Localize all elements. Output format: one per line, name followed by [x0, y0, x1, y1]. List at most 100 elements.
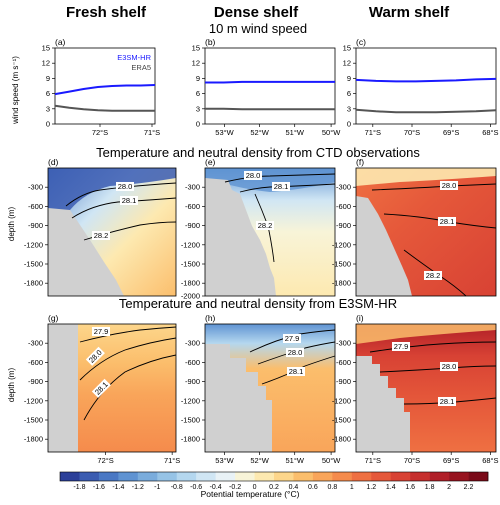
density-contour — [261, 355, 336, 385]
y-tick-label: -600 — [336, 358, 351, 367]
cool-surface-layer — [356, 324, 496, 344]
x-tick-label: 51°W — [285, 456, 304, 465]
colorbar-tick-label: -1.4 — [112, 484, 124, 491]
colorbar-frame — [59, 471, 489, 482]
y-tick-label: -600 — [185, 202, 200, 211]
y-tick-label: -600 — [336, 202, 351, 211]
density-contour — [71, 197, 177, 219]
y-tick-label: -300 — [336, 183, 351, 192]
seafloor — [48, 324, 78, 452]
panel-g: (g) 27.9 28.0 28.1 -300-600-900-1200-150… — [24, 313, 181, 465]
plot-frame — [47, 167, 177, 297]
panel-label: (g) — [48, 313, 59, 323]
colorbar-tick-label: -1.8 — [73, 484, 85, 491]
x-tick-label: 72°S — [92, 128, 108, 137]
y-axis: -300 -600 -900 -1200 -1500 -1800 — [24, 183, 48, 288]
contour-label: 28.0 — [246, 171, 261, 180]
row-title: 10 m wind speed — [209, 21, 307, 36]
seafloor — [356, 196, 412, 296]
y-axis: -300 -600 -900 -1200 -1500 -1800 — [332, 339, 356, 444]
depth-ylabel: depth (m) — [7, 368, 16, 403]
x-axis: 72°S 71°S — [97, 452, 180, 465]
y-tick-label: 0 — [347, 120, 351, 129]
y-tick-label: -900 — [28, 377, 43, 386]
y-tick-label: 6 — [46, 89, 50, 98]
x-tick-label: 71°S — [164, 456, 180, 465]
y-tick-label: -300 — [185, 339, 200, 348]
seafloor — [48, 208, 124, 296]
colorbar-swatch — [429, 472, 450, 481]
colorbar-tick-label: 0.2 — [269, 484, 279, 491]
colorbar-swatch — [274, 472, 294, 481]
y-tick-label: -1800 — [24, 279, 43, 288]
colorbar-tick-label: 2.2 — [464, 484, 474, 491]
y-tick-label: -2000 — [181, 292, 200, 301]
colorbar-swatch — [449, 472, 469, 481]
plot-frame — [204, 47, 336, 125]
contour-label: 28.1 — [289, 367, 304, 376]
panel-b: (b) 0 3 6 9 12 15 53°W 52°W 51°W 50°W — [192, 37, 342, 137]
seafloor — [205, 178, 276, 296]
y-tick-label: -1200 — [24, 240, 43, 249]
cold-surface-layer — [48, 168, 176, 220]
x-axis: 72°S 71°S — [92, 124, 160, 137]
y-tick-label: -1200 — [332, 396, 351, 405]
colorbar-swatch — [157, 472, 178, 481]
panel-e: (e) 28.0 28.1 28.2 -300 -600 -900 -1200 -150… — [181, 157, 336, 301]
contour-label: 27.9 — [285, 334, 300, 343]
colorbar-tick-label: 0.6 — [308, 484, 318, 491]
y-tick-label: 12 — [192, 59, 200, 68]
y-tick-label: 9 — [347, 74, 351, 83]
y-tick-label: -900 — [185, 221, 200, 230]
y-tick-label: -300 — [28, 183, 43, 192]
colorbar-swatch — [118, 472, 139, 481]
density-contour — [79, 337, 177, 381]
contour-label: 28.2 — [94, 231, 109, 240]
y-tick-label: -1800 — [332, 279, 351, 288]
x-tick-label: 52°W — [250, 456, 269, 465]
colorbar-swatch — [468, 472, 489, 481]
colorbar-tick-label: 1.8 — [425, 484, 435, 491]
colorbar-tick-label: 0 — [253, 484, 257, 491]
y-tick-label: -1500 — [332, 260, 351, 269]
x-axis: 53°W 52°W 51°W 50°W — [215, 124, 341, 137]
x-tick-label: 70°S — [404, 128, 420, 137]
panel-label: (e) — [205, 157, 216, 167]
series-line — [355, 108, 497, 114]
colorbar-tick-label: -1.2 — [132, 484, 144, 491]
colorbar-swatch — [293, 472, 314, 481]
panel-c: (c) 0 3 6 9 12 15 71°S 70°S 69°S 68°S — [343, 37, 499, 137]
colorbar-tick-label: -1 — [154, 484, 160, 491]
y-tick-label: -300 — [336, 339, 351, 348]
colorbar-swatch — [215, 472, 236, 481]
y-tick-label: 0 — [196, 120, 200, 129]
plot-frame — [47, 323, 177, 453]
y-tick-label: -1500 — [332, 416, 351, 425]
y-tick-label: -300 — [28, 339, 43, 348]
column-header: Dense shelf — [214, 4, 299, 21]
colorbar-tick-label: -0.8 — [171, 484, 183, 491]
x-tick-label: 69°S — [443, 128, 459, 137]
series-line — [205, 80, 335, 84]
plot-frame — [355, 167, 497, 297]
density-contour — [65, 182, 177, 207]
y-tick-label: 3 — [347, 104, 351, 113]
y-tick-label: 9 — [46, 74, 50, 83]
colorbar-swatch — [410, 472, 430, 481]
y-tick-label: 6 — [196, 89, 200, 98]
y-axis: -300 -600 -900 -1200 -1500 -1800 — [332, 183, 356, 288]
colorbar-tick-label: -0.2 — [229, 484, 241, 491]
plot-frame — [204, 167, 336, 297]
y-tick-label: -1800 — [332, 435, 351, 444]
y-axis: 0 3 6 9 12 15 — [42, 44, 55, 129]
y-tick-label: -1200 — [332, 240, 351, 249]
colorbar-swatch — [351, 472, 372, 481]
x-tick-label: 50°W — [322, 456, 341, 465]
x-tick-label: 50°W — [322, 128, 341, 137]
density-contour — [239, 183, 336, 193]
y-tick-label: 12 — [343, 59, 351, 68]
x-axis: 71°S 70°S 69°S 68°S — [365, 124, 499, 137]
y-tick-label: 3 — [196, 104, 200, 113]
panel-h: (h) 27.9 28.0 28.1 -300 -600 -900 -1200 -150… — [181, 313, 341, 465]
